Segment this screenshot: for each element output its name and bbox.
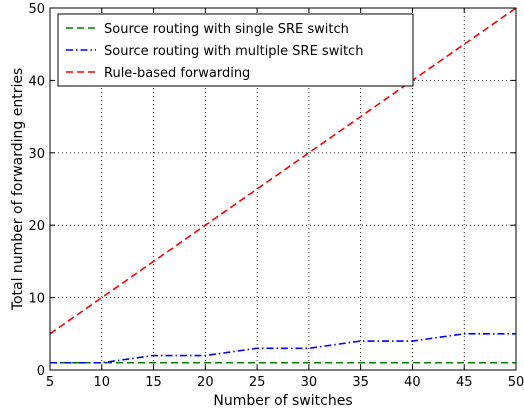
y-tick-label: 20 [28,219,45,234]
y-tick-label: 30 [28,147,45,162]
series-line-2 [50,332,516,364]
legend: Source routing with single SRE switch Sou… [57,13,414,87]
series-line-3 [49,7,517,335]
x-tick-label: 15 [145,375,162,390]
x-tick-label: 10 [94,375,111,390]
y-tick-label: 40 [28,74,45,89]
legend-label-2: Source routing with multiple SRE switch [104,44,363,59]
legend-label-1: Source routing with single SRE switch [104,22,349,37]
legend-label-3: Rule-based forwarding [104,66,250,81]
x-tick-label: 40 [404,375,421,390]
x-tick-label: 20 [197,375,214,390]
series-lines [49,7,517,364]
x-tick-label: 45 [456,375,473,390]
y-tick-label: 50 [28,2,45,17]
tick-marks [49,7,517,371]
y-tick-labels: 0 10 20 30 40 50 [28,2,45,379]
plot-frame [49,7,517,371]
x-tick-label: 50 [508,375,524,390]
x-tick-label: 25 [249,375,266,390]
y-tick-label: 10 [28,292,45,307]
y-axis-label: Total number of forwarding entries [10,68,26,311]
x-axis-label: Number of switches [213,393,352,409]
y-tick-label: 0 [37,364,45,379]
x-tick-label: 35 [352,375,369,390]
legend-box [57,13,414,87]
x-tick-labels: 5 10 15 20 25 30 35 40 45 50 [46,375,524,390]
x-tick-label: 30 [301,375,318,390]
x-tick-label: 5 [46,375,54,390]
